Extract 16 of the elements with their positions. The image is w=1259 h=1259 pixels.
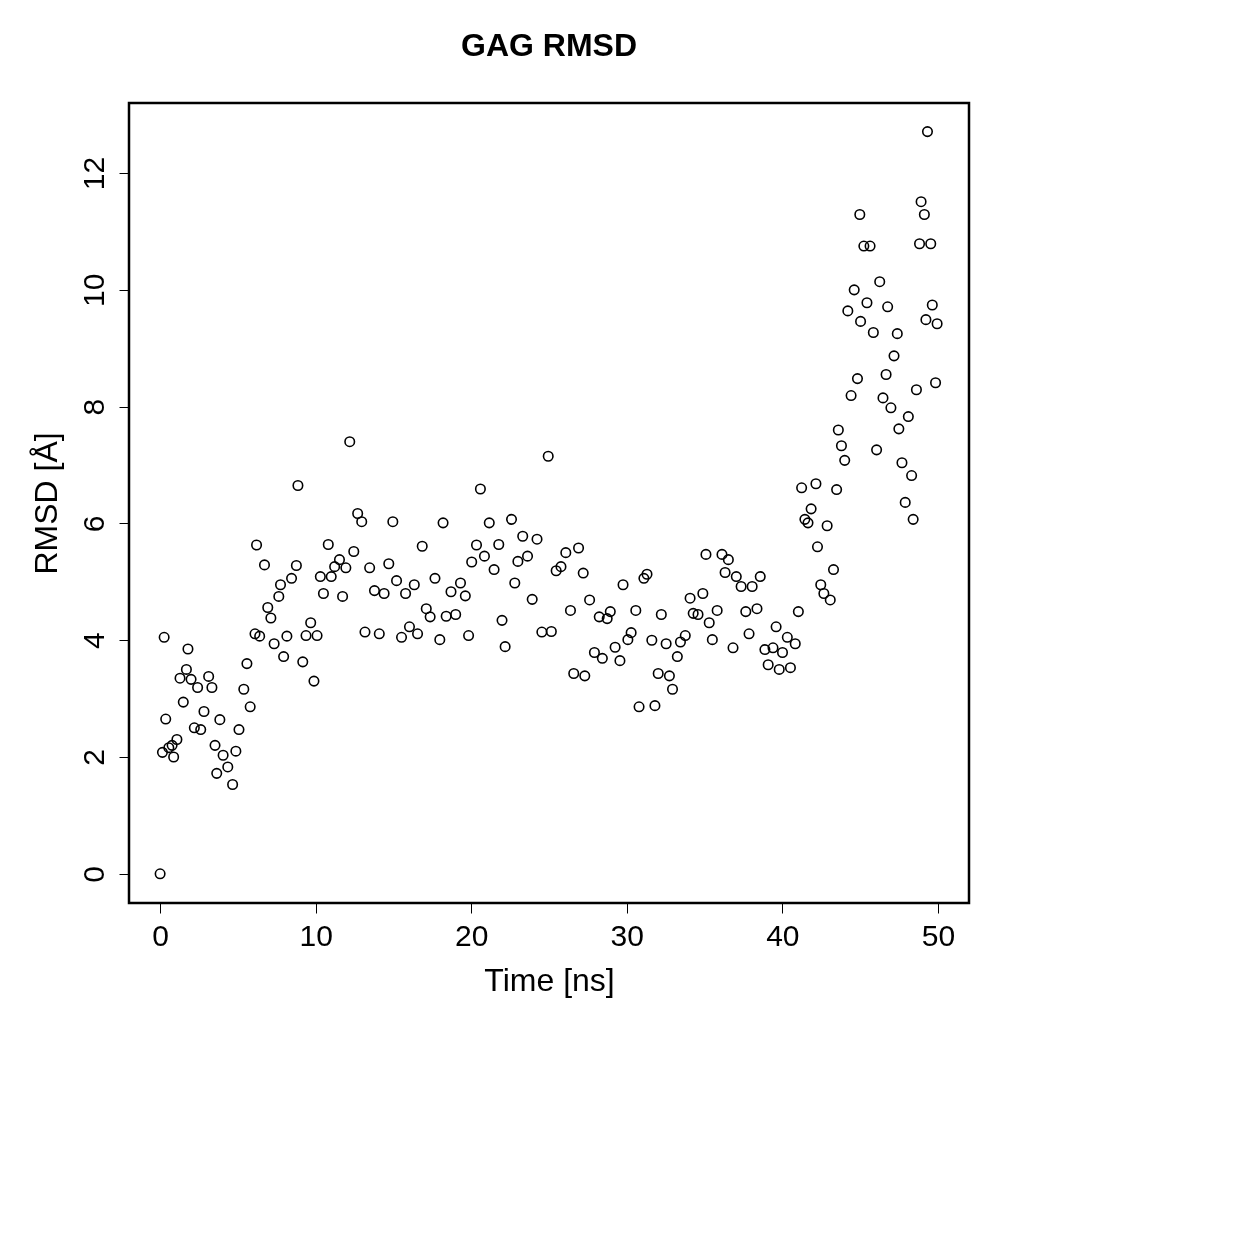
x-tick-label: 20 (455, 918, 489, 952)
x-tick-label: 40 (766, 918, 800, 952)
y-tick-label: 4 (76, 632, 110, 650)
x-tick-label: 10 (299, 918, 333, 952)
y-tick-label: 8 (76, 398, 110, 416)
x-tick-label: 50 (921, 918, 956, 952)
x-axis-title: Time [ns] (484, 961, 615, 998)
y-tick-label: 12 (76, 156, 110, 191)
chart-title: GAG RMSD (461, 27, 637, 63)
y-tick-label: 2 (76, 749, 110, 766)
y-tick-label: 6 (76, 515, 110, 533)
y-tick-label: 10 (76, 273, 110, 308)
x-tick-label: 0 (152, 918, 169, 952)
x-tick-label: 30 (610, 918, 644, 952)
y-tick-label: 0 (76, 865, 110, 883)
y-axis-title: RMSD [Å] (27, 432, 64, 575)
